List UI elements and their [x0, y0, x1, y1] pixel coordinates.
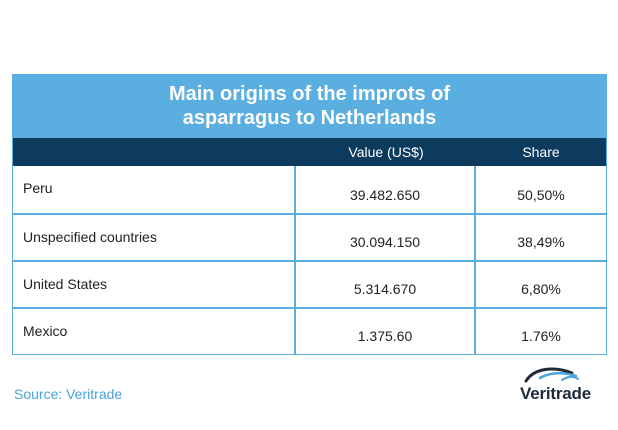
row-share: 6,80% — [521, 281, 561, 297]
row-country: Mexico — [13, 309, 296, 354]
row-value: 1.375.60 — [296, 309, 476, 354]
table-row: United States 5.314.670 6,80% — [13, 260, 606, 307]
row-country: Unspecified countries — [13, 215, 296, 260]
row-share: 38,49% — [517, 234, 565, 250]
data-table: Main origins of the improts of asparragu… — [12, 74, 607, 355]
table-row: Unspecified countries 30.094.150 38,49% — [13, 213, 606, 260]
table-title-line-1: Main origins of the improts of — [168, 83, 451, 105]
row-value: 30.094.150 — [296, 215, 476, 260]
row-share: 1.76% — [521, 328, 561, 344]
source-note: Source: Veritrade — [14, 386, 123, 402]
row-share: 50,50% — [517, 187, 565, 203]
header-share: Share — [522, 144, 560, 160]
row-country: United States — [13, 262, 296, 307]
header-value: Value (US$) — [348, 144, 424, 160]
table-header-row: Value (US$) Share — [13, 138, 606, 166]
table-title: Main origins of the improts of asparragu… — [13, 74, 606, 138]
row-value: 39.482.650 — [296, 166, 476, 213]
logo-swoosh-icon — [524, 367, 579, 383]
row-value: 5.314.670 — [296, 262, 476, 307]
table-row: Mexico 1.375.60 1.76% — [13, 307, 606, 354]
logo-wordmark: Veritrade — [520, 384, 591, 403]
table-body: Peru 39.482.650 50,50% Unspecified count… — [13, 166, 606, 354]
veritrade-logo: Veritrade — [520, 366, 606, 412]
table-title-line-2: asparragus to Netherlands — [182, 107, 437, 129]
table-row: Peru 39.482.650 50,50% — [13, 166, 606, 213]
row-country: Peru — [13, 166, 296, 213]
